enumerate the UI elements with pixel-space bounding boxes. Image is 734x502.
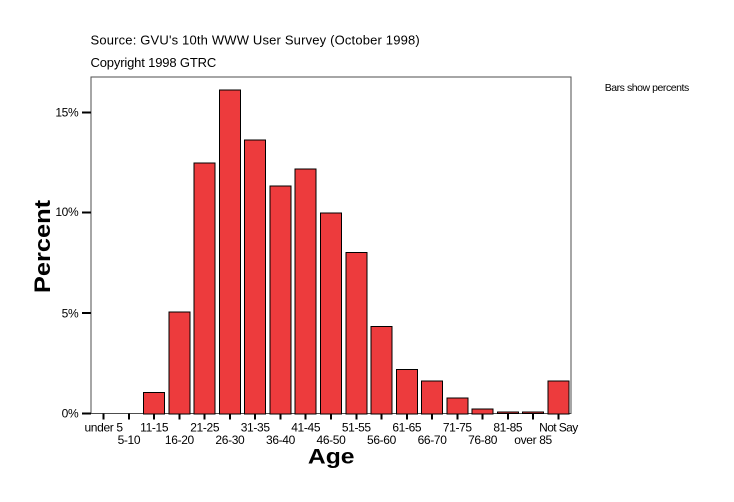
svg-text:under 5: under 5: [84, 420, 123, 434]
svg-text:11-15: 11-15: [140, 420, 169, 434]
svg-text:51-55: 51-55: [342, 420, 372, 434]
svg-text:16-20: 16-20: [165, 433, 195, 447]
svg-text:Percent: Percent: [30, 200, 55, 293]
svg-text:56-60: 56-60: [367, 433, 397, 447]
svg-text:41-45: 41-45: [291, 420, 321, 434]
svg-text:31-35: 31-35: [241, 420, 271, 434]
svg-text:66-70: 66-70: [418, 433, 448, 447]
svg-text:Source: GVU's 10th WWW User Su: Source: GVU's 10th WWW User Survey (Octo…: [91, 32, 420, 47]
svg-text:71-75: 71-75: [443, 420, 473, 434]
svg-text:over 85: over 85: [514, 433, 552, 447]
svg-text:76-80: 76-80: [468, 433, 498, 447]
svg-text:21-25: 21-25: [190, 420, 220, 434]
svg-text:Bars show percents: Bars show percents: [605, 82, 689, 94]
svg-text:0%: 0%: [62, 406, 79, 420]
svg-text:46-50: 46-50: [317, 433, 347, 447]
svg-text:Age: Age: [308, 444, 355, 468]
svg-text:Copyright 1998 GTRC: Copyright 1998 GTRC: [91, 55, 217, 70]
svg-text:36-40: 36-40: [266, 433, 296, 447]
svg-text:26-30: 26-30: [215, 433, 245, 447]
svg-text:81-85: 81-85: [493, 420, 523, 434]
svg-text:10%: 10%: [55, 205, 79, 219]
svg-text:5-10: 5-10: [118, 433, 141, 447]
svg-text:5%: 5%: [62, 306, 79, 320]
svg-text:15%: 15%: [55, 106, 79, 120]
svg-text:Not Say: Not Say: [539, 420, 578, 434]
svg-text:61-65: 61-65: [392, 420, 422, 434]
